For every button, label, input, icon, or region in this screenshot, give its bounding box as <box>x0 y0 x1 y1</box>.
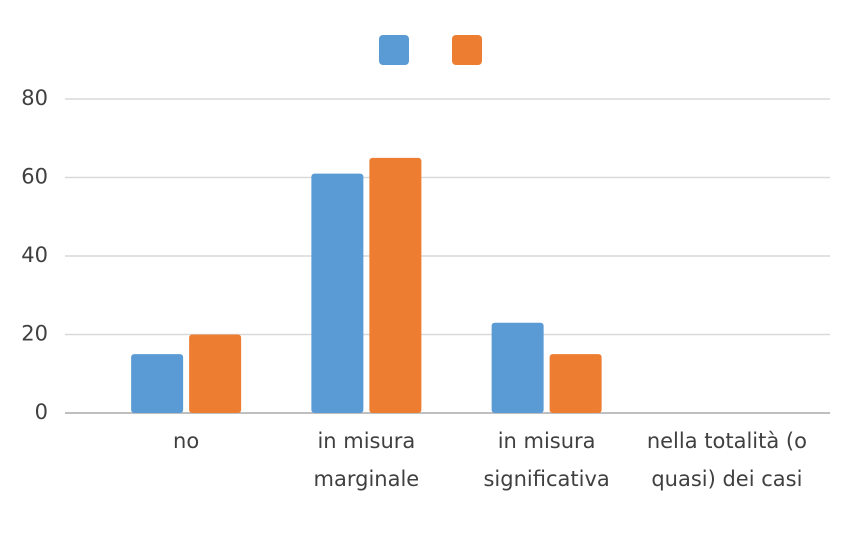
y-tick-label: 60 <box>21 165 48 189</box>
bar <box>311 173 364 413</box>
y-tick-label: 80 <box>21 86 48 110</box>
x-tick-label: in misura marginale <box>313 429 420 491</box>
y-tick-label: 0 <box>35 400 48 424</box>
bar <box>131 354 184 413</box>
x-tick-label: nella totalità (o quasi) dei casi <box>646 429 807 491</box>
y-tick-label: 40 <box>21 243 48 267</box>
bar <box>549 354 602 413</box>
y-tick-label: 20 <box>21 322 48 346</box>
bar <box>369 157 422 413</box>
bar <box>491 322 544 413</box>
legend-swatch <box>379 35 409 65</box>
x-tick-label: in misura significativa <box>483 429 610 491</box>
legend-swatch <box>452 35 482 65</box>
x-tick-label: no <box>173 429 200 453</box>
bar <box>189 334 242 413</box>
